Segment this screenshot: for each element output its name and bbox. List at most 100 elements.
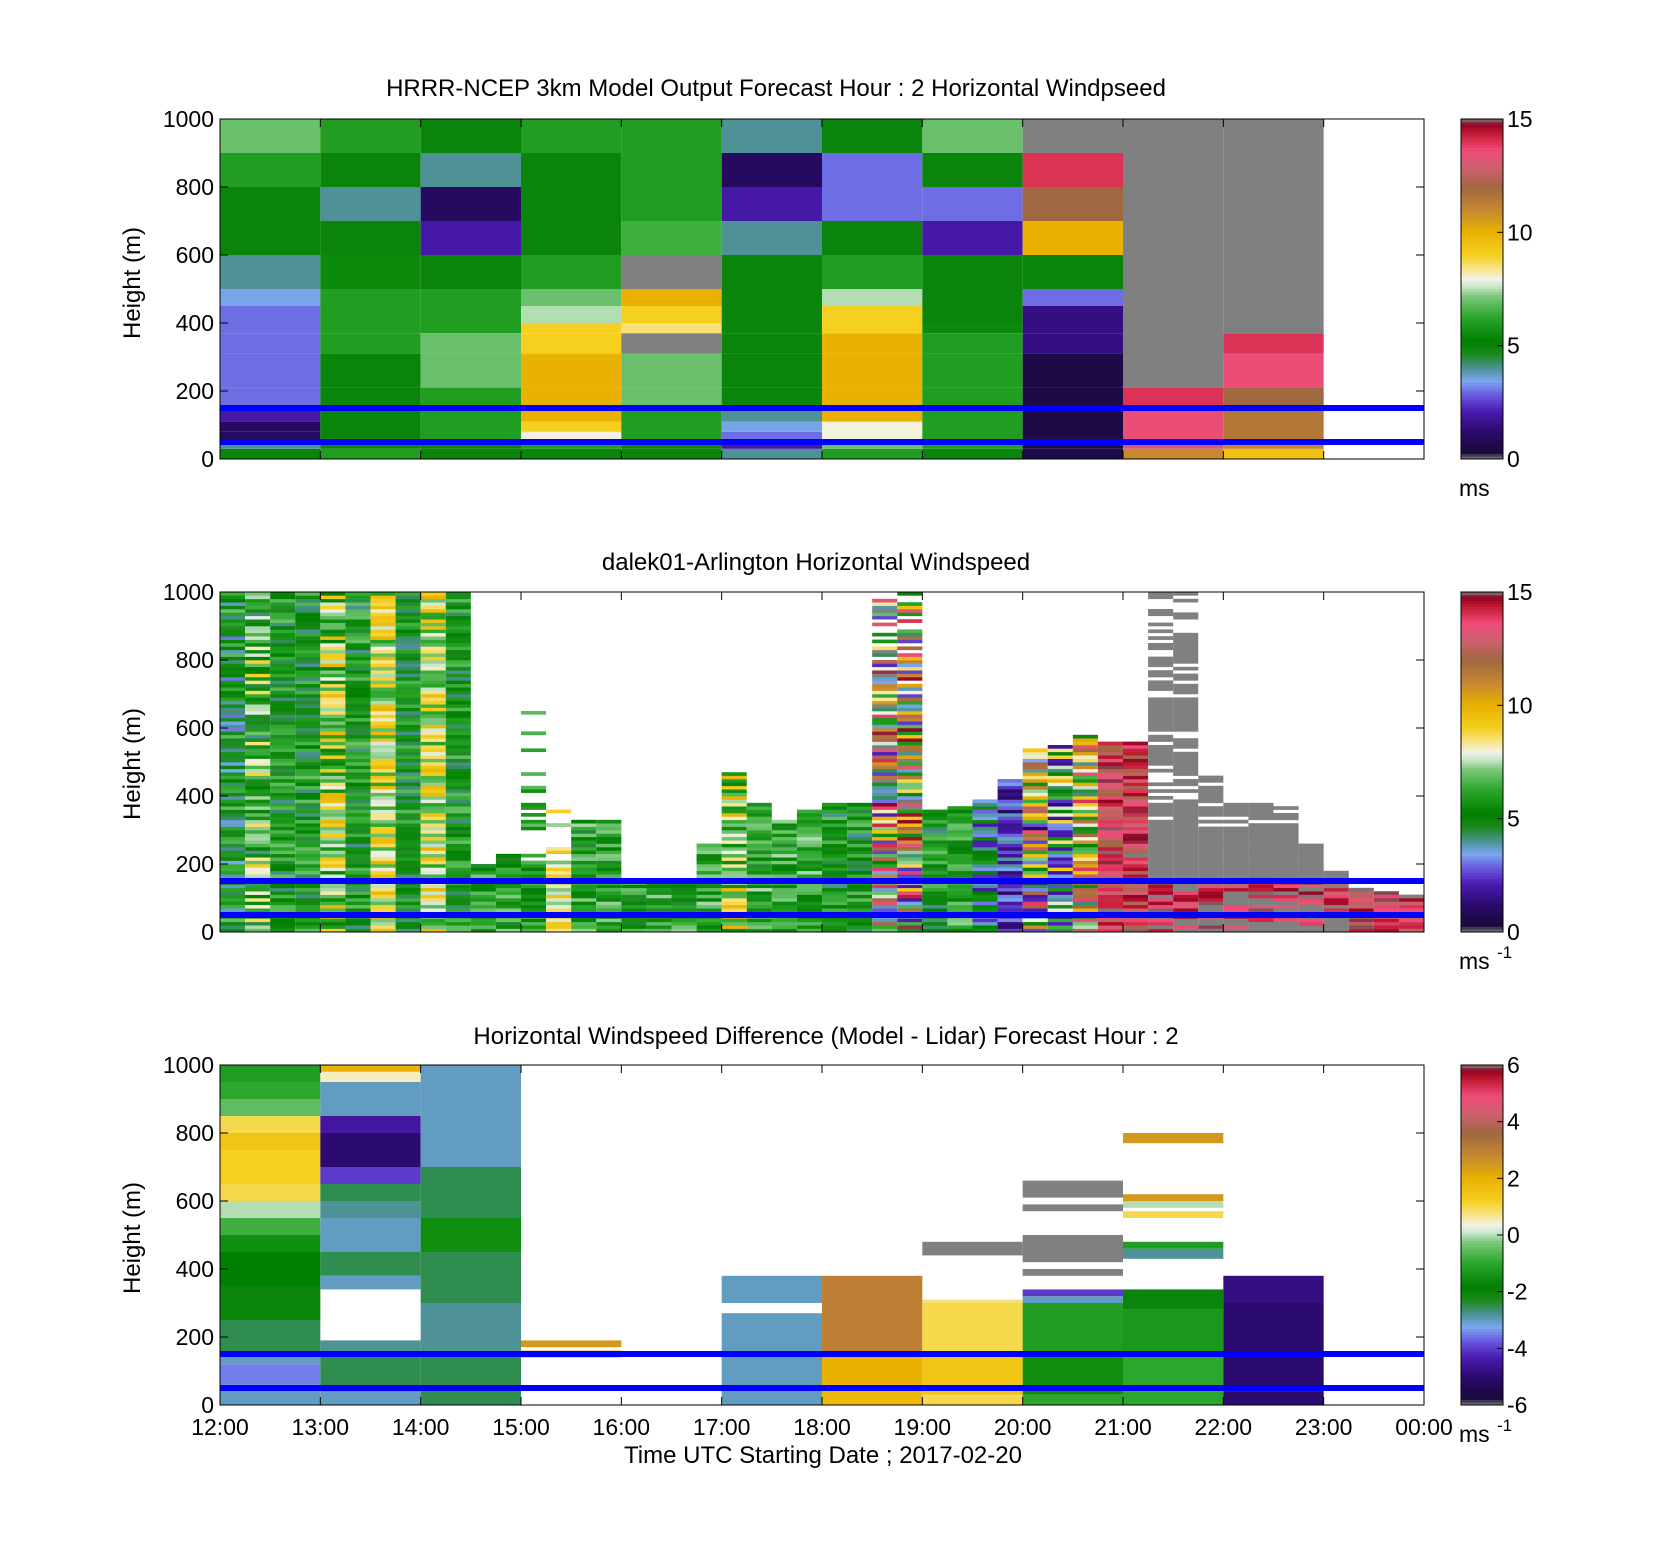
heatmap-cell	[1248, 806, 1274, 810]
heatmap-cell	[671, 925, 697, 929]
heatmap-cell	[320, 864, 346, 868]
heatmap-cell	[1173, 772, 1199, 776]
heatmap-cell	[646, 884, 672, 889]
heatmap-cell	[345, 765, 371, 770]
colorbar-swatch	[1461, 1252, 1503, 1256]
heatmap-cell	[295, 592, 321, 596]
colorbar-swatch	[1461, 201, 1503, 205]
heatmap-cell	[420, 683, 446, 688]
heatmap-cell	[872, 632, 898, 637]
colorbar-swatch	[1461, 382, 1503, 386]
heatmap-cell	[220, 775, 246, 780]
heatmap-cell	[1097, 840, 1123, 844]
heatmap-cell	[1097, 792, 1123, 797]
heatmap-cells	[220, 119, 1324, 459]
colorbar-swatch	[1461, 708, 1503, 712]
heatmap-cell	[822, 833, 848, 838]
heatmap-cell	[420, 442, 521, 449]
heatmap-cell	[345, 884, 371, 889]
heatmap-cell	[320, 632, 346, 637]
heatmap-cell	[445, 779, 471, 783]
heatmap-cell	[621, 921, 647, 926]
heatmap-cell	[521, 884, 547, 889]
heatmap-cell	[420, 687, 446, 691]
heatmap-cell	[420, 697, 446, 702]
colorbar-swatch	[1461, 909, 1503, 913]
colorbar-swatch	[1461, 181, 1503, 185]
heatmap-cell	[395, 850, 421, 855]
heatmap-cell	[922, 918, 948, 923]
colorbar-swatch	[1461, 187, 1503, 191]
heatmap-cell	[1123, 772, 1149, 776]
heatmap-cell	[245, 649, 271, 654]
colorbar-swatch	[1461, 1101, 1503, 1106]
heatmap-cell	[696, 887, 722, 892]
heatmap-cell	[847, 864, 873, 868]
heatmap-cell	[320, 843, 346, 848]
heatmap-cell	[445, 799, 471, 804]
heatmap-cell	[295, 751, 321, 756]
heatmap-cell	[320, 789, 346, 793]
heatmap-cell	[521, 819, 547, 824]
heatmap-cell	[245, 857, 271, 861]
x-tick-label: 16:00	[593, 1414, 651, 1440]
heatmap-cell	[395, 819, 421, 824]
heatmap-cell	[1198, 857, 1224, 861]
heatmap-cell	[1223, 850, 1249, 855]
heatmap-cell	[420, 680, 446, 685]
heatmap-cell	[345, 802, 371, 807]
heatmap-cell	[295, 714, 321, 719]
heatmap-cell	[370, 758, 396, 763]
heatmap-cell	[420, 643, 446, 647]
heatmap-cell	[345, 602, 371, 606]
heatmap-cell	[420, 741, 446, 746]
heatmap-cell	[445, 884, 471, 889]
heatmap-cell	[621, 221, 722, 255]
heatmap-cell	[470, 894, 496, 899]
heatmap-cell	[395, 874, 421, 878]
heatmap-cell	[420, 775, 446, 780]
heatmap-cell	[270, 734, 296, 739]
heatmap-cell	[295, 874, 321, 878]
heatmap-cell	[1173, 816, 1199, 821]
colorbar-swatch	[1461, 912, 1503, 916]
heatmap-cell	[245, 762, 271, 766]
heatmap-cell	[872, 683, 898, 688]
colorbar-swatch	[1461, 317, 1503, 321]
heatmap-cell	[370, 738, 396, 742]
heatmap-cell	[872, 721, 898, 725]
heatmap-cell	[822, 1303, 923, 1354]
heatmap-cell	[872, 724, 898, 729]
heatmap-cell	[320, 1340, 421, 1354]
heatmap-cell	[546, 887, 572, 892]
heatmap-cell	[395, 731, 421, 736]
heatmap-cell	[1223, 847, 1249, 851]
y-tick-label: 800	[176, 1120, 214, 1146]
heatmap-cell	[1022, 789, 1048, 793]
heatmap-cell	[721, 806, 747, 810]
colorbar-tick-label: 15	[1507, 106, 1533, 132]
heatmap-cell	[1123, 448, 1224, 459]
heatmap-cell	[245, 850, 271, 855]
colorbar-swatch	[1461, 1286, 1503, 1290]
x-tick-labels: 12:00 13:00 14:00 15:00 16:00 17:00 18:00 19:00…	[191, 1414, 1453, 1440]
heatmap-cell	[746, 891, 772, 895]
heatmap-cell	[245, 632, 271, 637]
colorbar-swatch	[1461, 280, 1503, 284]
heatmap-cell	[1097, 830, 1123, 834]
heatmap-cell	[1047, 826, 1073, 831]
heatmap-cell	[1022, 779, 1048, 783]
colorbar-swatch	[1461, 1155, 1503, 1159]
heatmap-cell	[1173, 843, 1199, 848]
heatmap-cell	[1173, 646, 1199, 651]
heatmap-cell	[345, 656, 371, 661]
heatmap-cell	[1173, 639, 1199, 644]
heatmap-cell	[796, 853, 822, 858]
heatmap-cell	[295, 925, 321, 929]
heatmap-cell	[1047, 847, 1073, 851]
heatmap-cell	[420, 119, 521, 153]
heatmap-cell	[220, 802, 246, 807]
heatmap-cell	[922, 333, 1023, 354]
heatmap-cell	[897, 840, 923, 844]
colorbar-tick-label: 0	[1507, 446, 1520, 472]
